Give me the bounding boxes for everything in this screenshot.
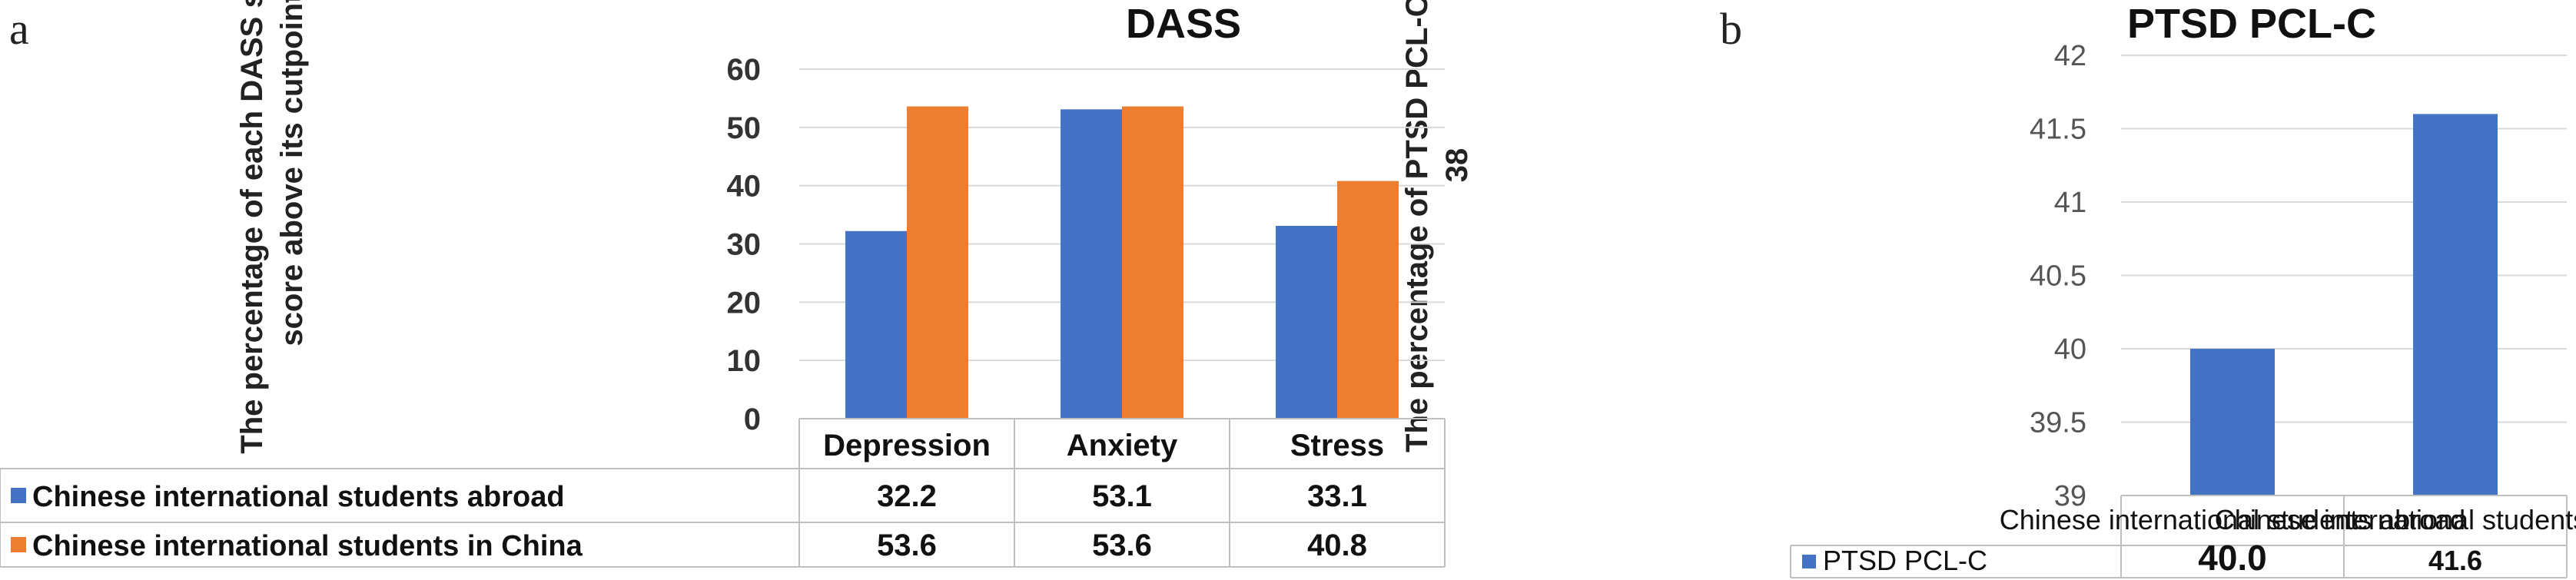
dass-data-value: 53.6 <box>1092 529 1152 562</box>
dass-y-tick-label: 60 <box>727 53 762 87</box>
ptsd-y-tick-label: 42 <box>2054 40 2086 72</box>
ptsd-y-tick-label: 41.5 <box>2030 114 2086 146</box>
dass-y-tick-label: 20 <box>727 286 762 320</box>
dass-chart-title: DASS <box>1125 1 1242 47</box>
ptsd-series-label: PTSD PCL-C <box>1823 545 1987 576</box>
ptsd-y-tick-label: 40.5 <box>2030 260 2086 293</box>
ptsd-category-label: Chinese international students in China <box>2215 504 2576 535</box>
dass-data-value: 53.1 <box>1092 479 1152 513</box>
dass-y-tick-label: 30 <box>727 228 762 262</box>
dass-category-label: Anxiety <box>1067 429 1178 462</box>
ptsd-bar <box>2413 114 2498 495</box>
dass-y-tick-label: 0 <box>744 403 761 436</box>
ptsd-chart-title: PTSD PCL-C <box>2127 1 2376 47</box>
ptsd-bar <box>2190 349 2275 495</box>
ptsd-y-tick-label: 39.5 <box>2030 407 2086 439</box>
ptsd-data-value: 40.0 <box>2198 538 2267 578</box>
dass-y-tick-label: 10 <box>727 344 762 378</box>
dass-y-tick-label: 40 <box>727 170 762 204</box>
dass-bar <box>1122 106 1183 419</box>
panel-b-letter: b <box>1720 4 1742 54</box>
dass-data-value: 53.6 <box>877 529 937 562</box>
dass-bar <box>845 230 907 419</box>
ptsd-legend-swatch <box>1802 555 1816 568</box>
dass-bar <box>1337 181 1399 419</box>
dass-bar <box>907 106 968 419</box>
dass-data-value: 32.2 <box>877 479 937 513</box>
dass-series-label: Chinese international students abroad <box>32 481 565 513</box>
dass-bar <box>1061 109 1122 419</box>
dass-data-value: 33.1 <box>1307 479 1367 513</box>
ptsd-data-value: 41.6 <box>2428 545 2482 576</box>
ptsd-y-tick-label: 39 <box>2054 480 2086 512</box>
ptsd-y-tick-label: 41 <box>2054 187 2086 219</box>
dass-bar <box>1276 225 1337 419</box>
dass-category-label: Depression <box>823 429 991 462</box>
dass-data-value: 40.8 <box>1307 529 1367 562</box>
dass-series-label: Chinese international students in China <box>32 530 583 562</box>
dass-category-label: Stress <box>1290 429 1384 462</box>
panel-a-letter: a <box>9 4 29 54</box>
dass-legend-swatch <box>11 488 26 503</box>
ptsd-category-label: Chinese international students abroad <box>2000 504 2465 535</box>
dass-y-tick-label: 50 <box>727 111 762 145</box>
dass-legend-swatch <box>11 537 26 552</box>
ptsd-y-tick-label: 40 <box>2054 333 2086 366</box>
